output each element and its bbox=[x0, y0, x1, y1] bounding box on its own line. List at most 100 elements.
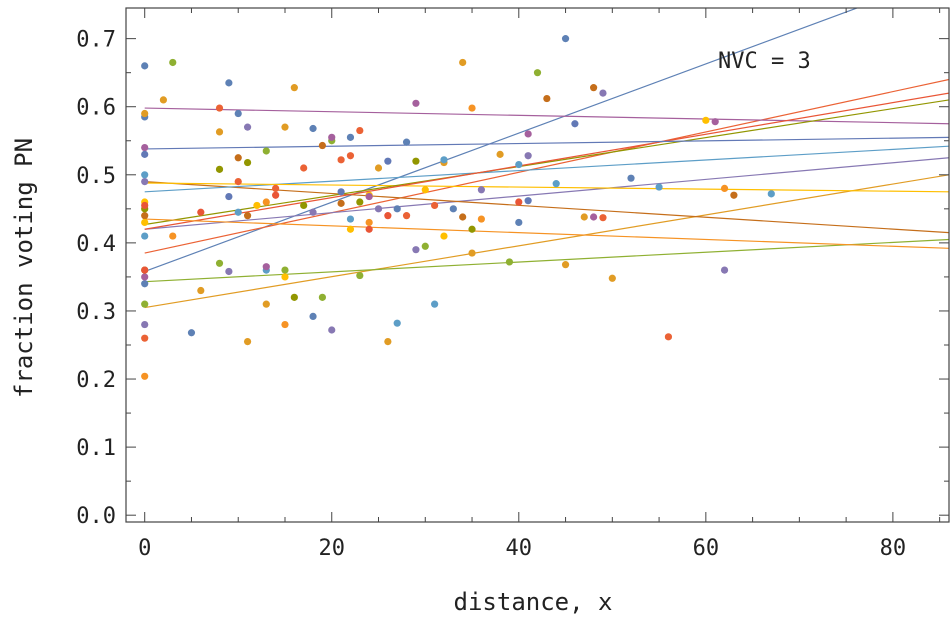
x-axis-label: distance, x bbox=[454, 588, 613, 616]
data-point bbox=[234, 178, 242, 186]
data-point bbox=[300, 164, 308, 172]
data-point bbox=[141, 109, 149, 118]
data-point bbox=[346, 152, 355, 160]
data-point bbox=[505, 258, 514, 266]
nvc-annotation: NVC = 3 bbox=[718, 49, 811, 74]
data-point bbox=[515, 218, 523, 227]
data-point bbox=[309, 208, 317, 216]
trend-line-3 bbox=[144, 238, 949, 283]
data-point bbox=[552, 180, 560, 188]
data-point bbox=[197, 208, 205, 216]
data-point bbox=[515, 160, 523, 169]
data-point bbox=[281, 123, 289, 131]
y-tick-label: 0.0 bbox=[76, 504, 116, 529]
data-point bbox=[141, 150, 149, 158]
data-point bbox=[393, 205, 401, 213]
data-point bbox=[365, 218, 373, 227]
data-point bbox=[767, 190, 775, 198]
data-point bbox=[159, 96, 168, 104]
x-tick-label: 20 bbox=[319, 536, 346, 561]
data-point bbox=[243, 337, 252, 346]
data-point bbox=[197, 286, 205, 295]
data-point bbox=[384, 157, 392, 165]
y-tick-label: 0.5 bbox=[76, 164, 116, 189]
data-point bbox=[281, 320, 289, 329]
data-point bbox=[346, 225, 355, 233]
data-point bbox=[337, 188, 345, 196]
data-point bbox=[627, 174, 635, 182]
data-point bbox=[384, 337, 392, 346]
data-point bbox=[384, 212, 392, 220]
y-tick-label: 0.2 bbox=[76, 368, 116, 393]
data-point bbox=[234, 109, 242, 118]
data-point bbox=[337, 156, 345, 164]
data-point bbox=[365, 225, 373, 233]
data-point bbox=[711, 118, 719, 126]
data-point bbox=[215, 128, 224, 136]
data-point bbox=[262, 300, 270, 308]
data-point bbox=[262, 198, 270, 206]
data-point bbox=[318, 141, 326, 150]
data-points bbox=[141, 35, 775, 380]
data-point bbox=[141, 320, 149, 329]
data-point bbox=[356, 198, 364, 206]
data-point bbox=[477, 215, 485, 223]
trend-line-12 bbox=[144, 136, 949, 150]
data-point bbox=[720, 266, 729, 274]
x-tick-label: 80 bbox=[880, 536, 907, 561]
data-point bbox=[374, 164, 383, 172]
data-point bbox=[169, 232, 177, 240]
data-point bbox=[515, 198, 523, 206]
data-point bbox=[141, 218, 149, 227]
data-point bbox=[309, 312, 317, 320]
data-point bbox=[253, 201, 261, 210]
data-point bbox=[141, 171, 149, 179]
data-point bbox=[337, 199, 345, 207]
data-point bbox=[655, 183, 663, 191]
x-axis-ticks: 0 20 40 60 80 bbox=[138, 8, 941, 561]
data-point bbox=[300, 201, 308, 210]
data-point bbox=[468, 104, 476, 112]
data-point bbox=[412, 246, 420, 254]
data-point bbox=[402, 138, 411, 146]
trend-line-11 bbox=[144, 92, 949, 230]
x-tick-label: 60 bbox=[693, 536, 720, 561]
trend-line-5 bbox=[144, 157, 949, 230]
data-point bbox=[440, 156, 448, 164]
data-point bbox=[141, 273, 149, 281]
data-point bbox=[393, 319, 401, 327]
data-point bbox=[225, 192, 233, 201]
data-point bbox=[590, 213, 598, 221]
data-point bbox=[590, 84, 598, 92]
data-point bbox=[262, 263, 270, 271]
data-point bbox=[346, 215, 355, 223]
data-point bbox=[571, 120, 579, 128]
y-tick-label: 0.7 bbox=[76, 28, 116, 53]
data-point bbox=[141, 62, 149, 70]
y-axis-label: fraction voting PN bbox=[10, 138, 38, 398]
data-point bbox=[215, 259, 224, 267]
data-point bbox=[243, 123, 252, 131]
data-point bbox=[243, 158, 252, 167]
data-point bbox=[356, 126, 364, 135]
data-point bbox=[328, 326, 336, 334]
data-point bbox=[346, 133, 355, 141]
data-point bbox=[141, 143, 149, 152]
data-point bbox=[215, 104, 224, 112]
data-point bbox=[561, 35, 570, 43]
data-point bbox=[580, 213, 588, 221]
data-point bbox=[141, 300, 149, 308]
trend-line-13 bbox=[144, 218, 949, 249]
data-point bbox=[272, 191, 280, 199]
y-tick-label: 0.1 bbox=[76, 436, 116, 461]
data-point bbox=[187, 329, 196, 337]
data-point bbox=[141, 334, 149, 342]
data-point bbox=[328, 133, 336, 141]
trend-line-8 bbox=[144, 182, 949, 193]
data-point bbox=[533, 69, 542, 77]
data-point bbox=[468, 249, 476, 257]
data-point bbox=[431, 201, 439, 210]
data-point bbox=[543, 94, 551, 103]
data-point bbox=[421, 186, 429, 194]
